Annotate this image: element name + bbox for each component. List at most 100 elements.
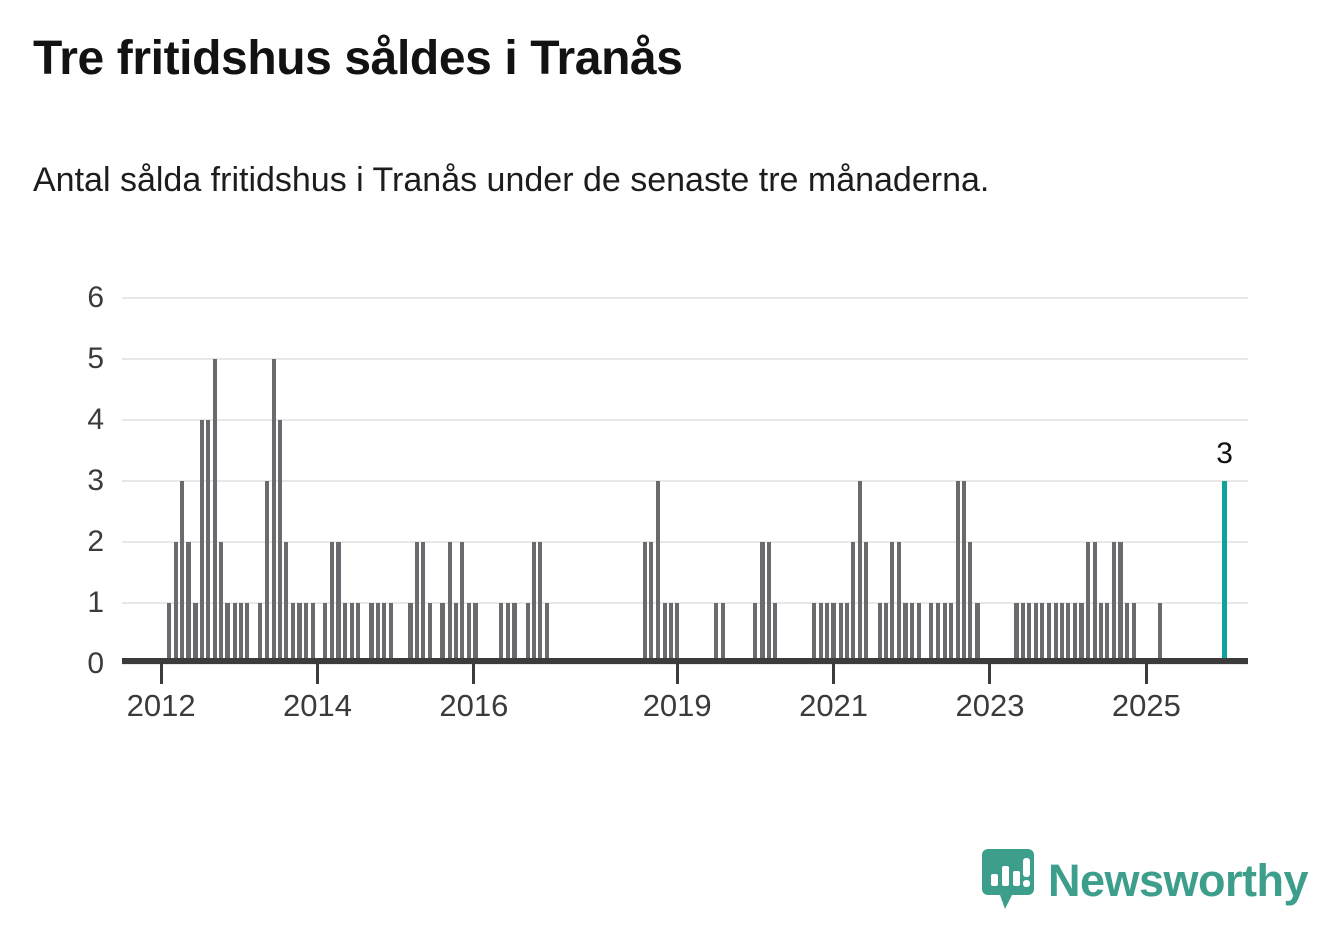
bar — [427, 603, 433, 664]
bar — [271, 359, 276, 664]
bar — [180, 481, 185, 664]
plot-area: 3 — [122, 297, 1248, 665]
bar — [897, 542, 902, 664]
highlighted-bar-value-label: 3 — [1216, 437, 1233, 470]
bar — [811, 603, 817, 664]
bar — [356, 603, 361, 664]
bar — [1098, 603, 1104, 664]
bar — [825, 603, 830, 664]
x-axis-tick — [315, 664, 319, 684]
bar — [199, 420, 204, 664]
bar — [369, 603, 374, 664]
gridline — [122, 358, 1248, 360]
bar — [1066, 603, 1071, 664]
bar — [381, 603, 387, 664]
bar — [818, 603, 824, 664]
bar — [948, 603, 953, 664]
bar — [232, 603, 237, 664]
x-axis-ticks: 2012 2014 2016 2019 2021 2023 2025 — [122, 664, 1248, 734]
page-title: Tre fritidshus såldes i Tranås — [33, 32, 683, 85]
x-axis-line — [122, 658, 1248, 664]
bar — [655, 481, 660, 664]
gridline — [122, 297, 1248, 299]
bar — [877, 603, 882, 664]
bar — [420, 542, 426, 664]
bar — [212, 359, 218, 664]
bar — [291, 603, 296, 664]
bar — [851, 542, 856, 664]
bar — [955, 481, 960, 664]
bar — [721, 603, 726, 664]
bar — [245, 603, 250, 664]
x-axis-tick — [832, 664, 836, 684]
bar — [844, 603, 849, 664]
bar — [766, 542, 771, 664]
x-axis-tick-label: 2021 — [799, 688, 869, 723]
bar — [975, 603, 980, 664]
bar — [831, 603, 836, 664]
y-axis-tick-label: 0 — [87, 647, 104, 680]
bar — [1131, 603, 1136, 664]
bar — [968, 542, 973, 664]
bar — [643, 542, 648, 664]
x-axis-tick-label: 2025 — [1111, 688, 1181, 723]
bar — [916, 603, 921, 664]
gridline — [122, 541, 1248, 543]
x-axis-tick — [675, 664, 679, 684]
gridline — [122, 663, 1248, 665]
bar — [499, 603, 504, 664]
gridline — [122, 602, 1248, 604]
bar — [336, 542, 341, 664]
bar-highlighted — [1221, 481, 1228, 664]
bar — [903, 603, 908, 664]
bar — [1073, 603, 1078, 664]
bar — [1112, 542, 1117, 664]
bar — [1014, 603, 1019, 664]
bar — [219, 542, 224, 664]
bar — [453, 603, 458, 664]
x-axis-tick — [472, 664, 476, 684]
bar — [1040, 603, 1045, 664]
x-axis-tick-label: 2023 — [955, 688, 1025, 723]
bar — [1020, 603, 1025, 664]
bar — [962, 481, 967, 664]
bar — [225, 603, 230, 664]
gridline — [122, 419, 1248, 421]
bar — [858, 481, 863, 664]
bar — [186, 542, 191, 664]
bar — [467, 603, 472, 664]
bar — [258, 603, 263, 664]
x-axis-tick-label: 2016 — [439, 688, 509, 723]
bar — [512, 603, 517, 664]
y-axis-tick-label: 2 — [87, 525, 104, 558]
bar — [440, 603, 445, 664]
bar — [753, 603, 758, 664]
bar — [323, 603, 328, 664]
bar — [447, 542, 452, 664]
x-axis-tick-label: 2014 — [283, 688, 352, 723]
bar — [936, 603, 941, 664]
y-axis-tick-label: 1 — [87, 586, 104, 619]
bar — [238, 603, 243, 664]
bar — [675, 603, 680, 664]
bar — [388, 603, 394, 664]
bar — [864, 542, 869, 664]
bar — [277, 420, 283, 664]
bar — [330, 542, 335, 664]
x-axis-tick — [1144, 664, 1148, 684]
bar — [349, 603, 354, 664]
x-axis-tick — [159, 664, 163, 684]
x-axis-tick-label: 2019 — [642, 688, 712, 723]
bar — [375, 603, 380, 664]
bar — [538, 542, 543, 664]
bar — [525, 603, 530, 664]
bar — [1118, 542, 1123, 664]
bar — [545, 603, 550, 664]
bar — [408, 603, 413, 664]
bar — [760, 542, 765, 664]
bar — [942, 603, 947, 664]
bar — [1053, 603, 1058, 664]
bar — [1092, 542, 1097, 664]
bar — [193, 603, 198, 664]
